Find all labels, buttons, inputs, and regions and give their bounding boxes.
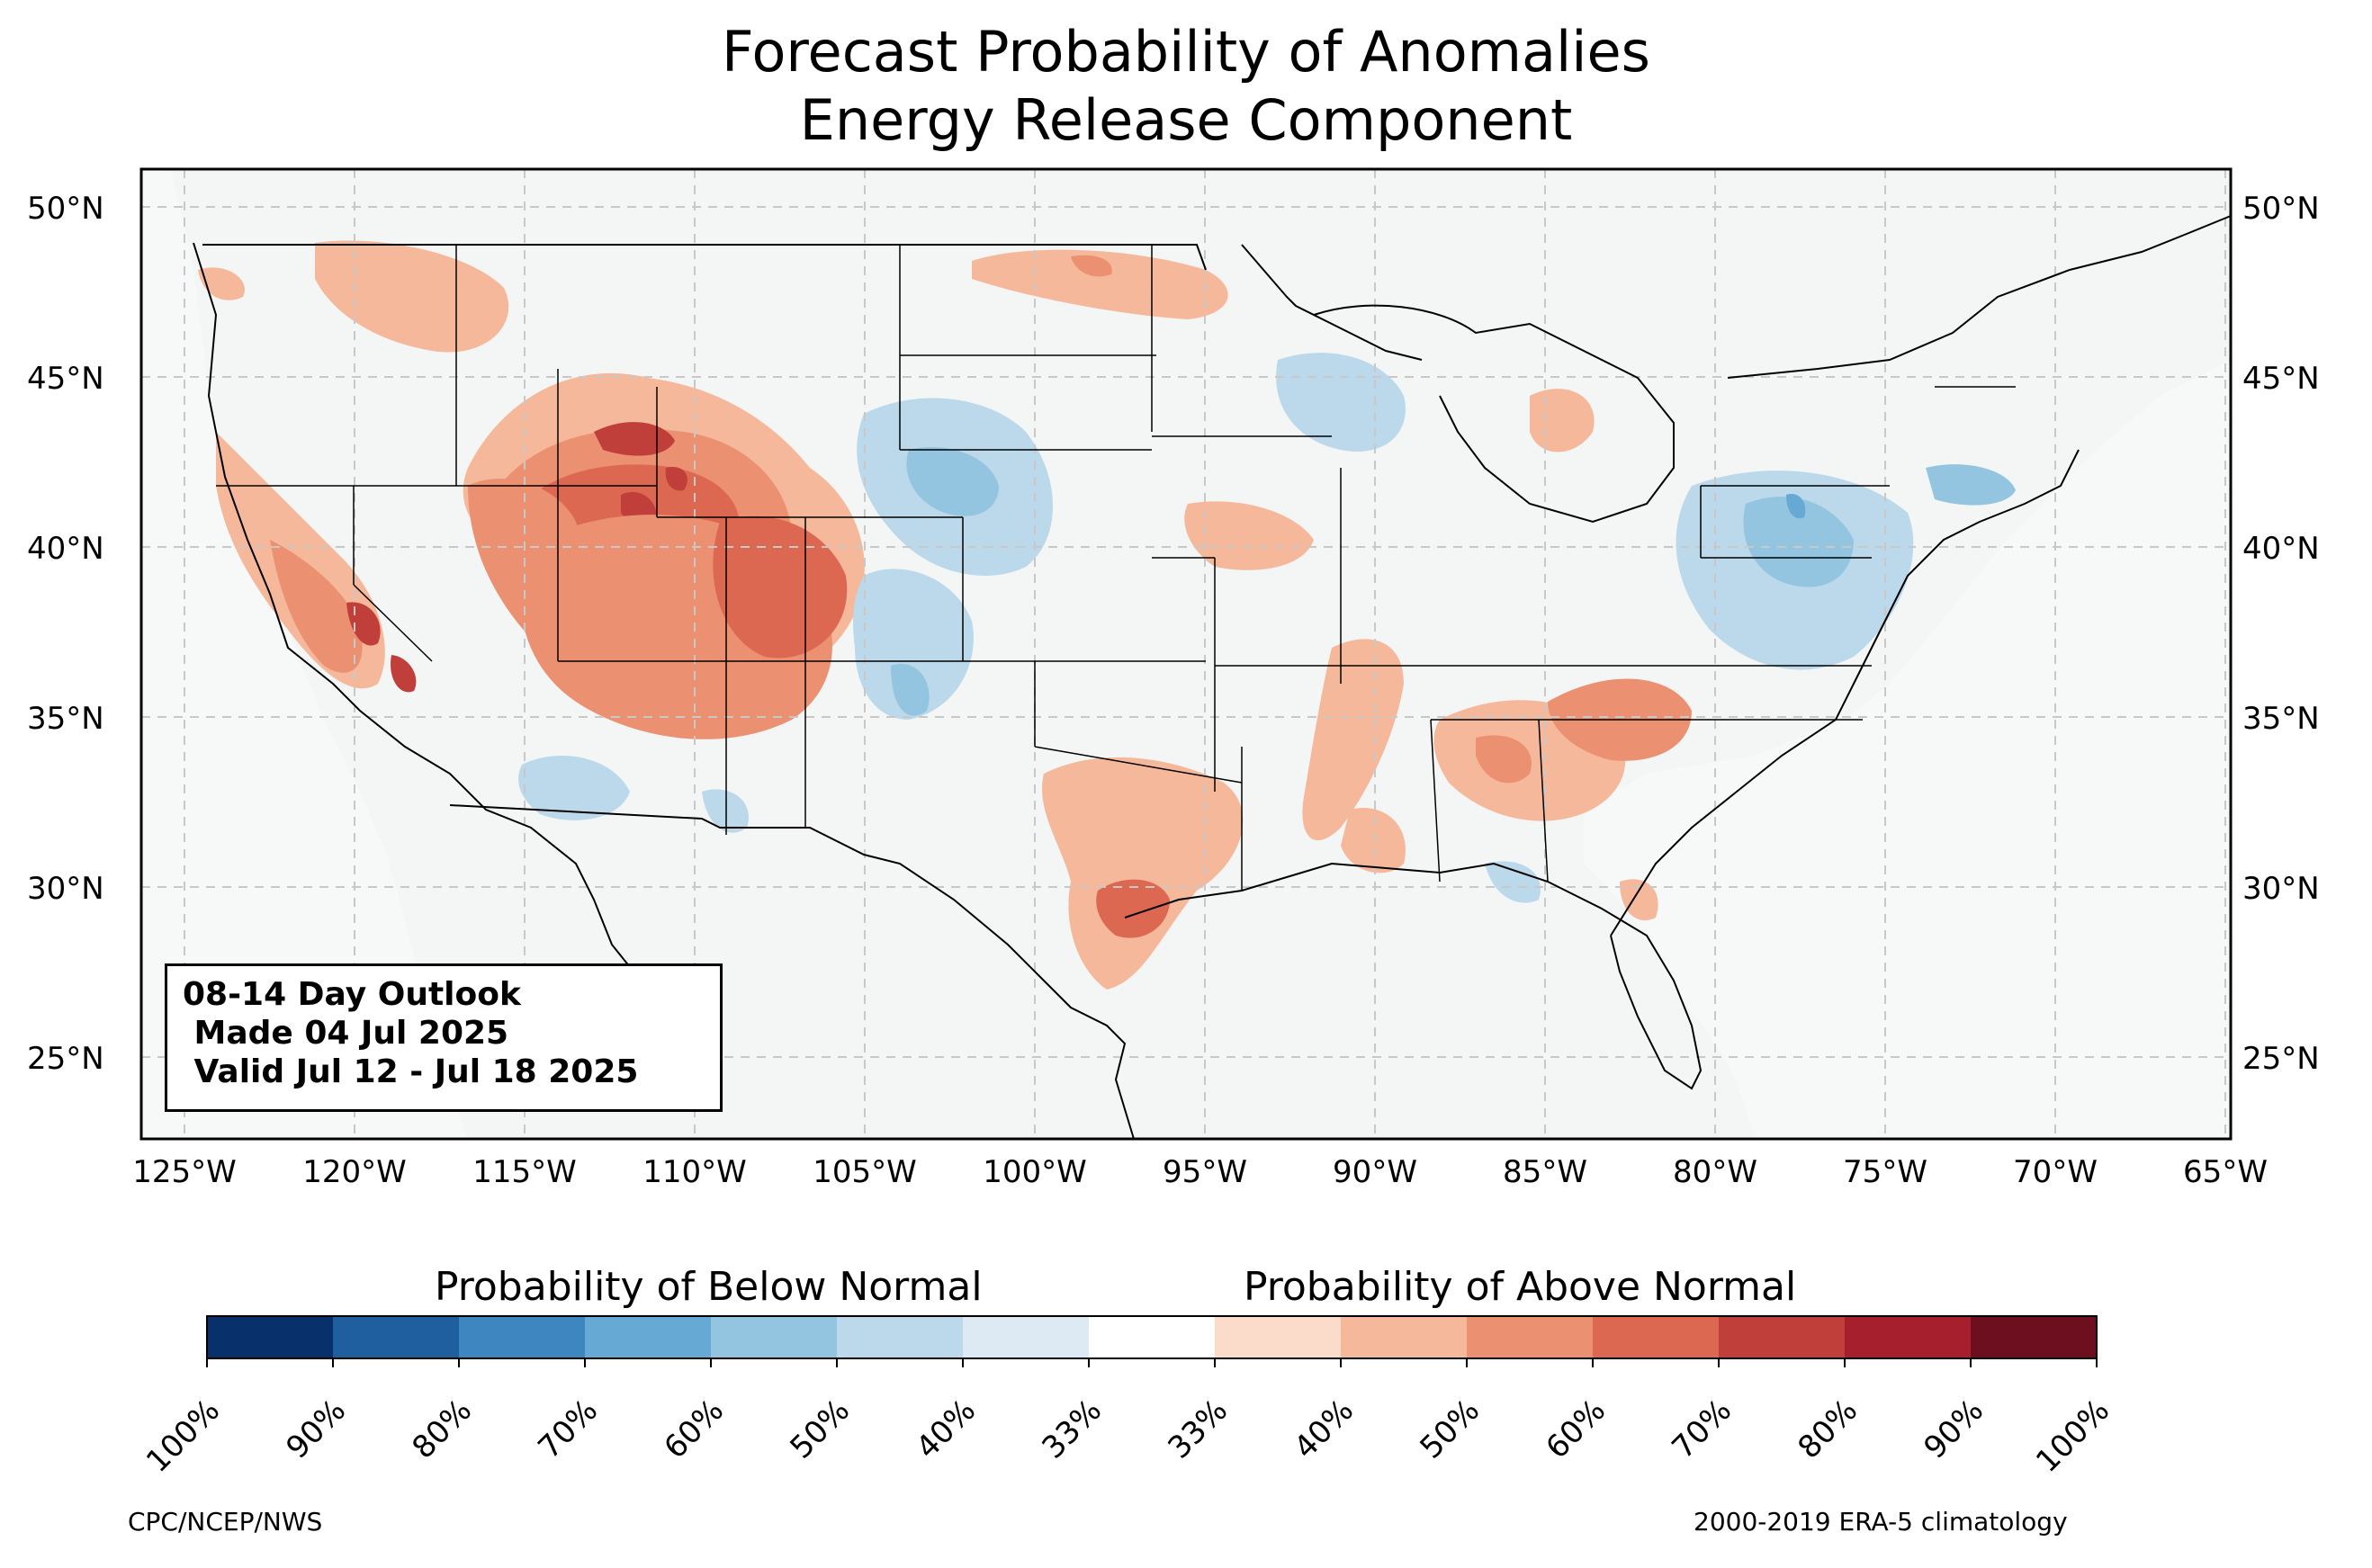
colorbar-swatch (1089, 1316, 1216, 1358)
lon-label-65w: 65°W (2183, 1154, 2268, 1190)
colorbar-frame (206, 1315, 2098, 1359)
lat-label-40n-left: 40°N (27, 531, 104, 567)
above-normal-areas (198, 240, 1692, 990)
lat-label-35n-right: 35°N (2242, 701, 2320, 737)
lat-label-30n-left: 30°N (27, 871, 104, 907)
coastlines-and-borders (193, 215, 2232, 1140)
lon-label-105w: 105°W (813, 1154, 917, 1190)
lon-label-80w: 80°W (1673, 1154, 1757, 1190)
lat-label-45n-left: 45°N (27, 361, 104, 397)
lon-label-110w: 110°W (642, 1154, 747, 1190)
lat-label-35n-left: 35°N (27, 701, 104, 737)
colorbar-above-label: Probability of Above Normal (1244, 1264, 1797, 1310)
colorbar-swatch (207, 1316, 334, 1358)
outlook-info-box: 08-14 Day Outlook Made 04 Jul 2025 Valid… (165, 963, 723, 1112)
lat-label-50n-left: 50°N (27, 191, 104, 227)
lon-label-100w: 100°W (983, 1154, 1087, 1190)
below-normal-areas (518, 353, 2016, 903)
graticule (141, 169, 2231, 1139)
colorbar-swatch (1341, 1316, 1468, 1358)
map-frame (139, 167, 2233, 1141)
colorbar-swatch (1215, 1316, 1342, 1358)
map-title-line1: Forecast Probability of Anomalies (722, 19, 1650, 85)
lon-label-115w: 115°W (472, 1154, 577, 1190)
lon-label-90w: 90°W (1333, 1154, 1417, 1190)
colorbar-swatch (963, 1316, 1090, 1358)
lon-label-85w: 85°W (1503, 1154, 1587, 1190)
atlantic-ocean (1584, 169, 2231, 1139)
lon-label-95w: 95°W (1163, 1154, 1247, 1190)
outlook-period: 08-14 Day Outlook (183, 976, 521, 1013)
colorbar-swatch (459, 1316, 586, 1358)
lat-label-45n-right: 45°N (2242, 361, 2320, 397)
lon-label-75w: 75°W (1843, 1154, 1927, 1190)
lon-label-70w: 70°W (2013, 1154, 2098, 1190)
colorbar-swatch (1971, 1316, 2098, 1358)
lat-label-25n-left: 25°N (27, 1041, 104, 1077)
lat-label-40n-right: 40°N (2242, 531, 2320, 567)
colorbar-swatch (1845, 1316, 1972, 1358)
colorbar-swatch (585, 1316, 712, 1358)
lon-label-120w: 120°W (302, 1154, 407, 1190)
lat-label-30n-right: 30°N (2242, 871, 2320, 907)
colorbar-swatch (1467, 1316, 1594, 1358)
state-borders (216, 245, 2016, 891)
colorbar-swatch (1593, 1316, 1720, 1358)
colorbar-below-label: Probability of Below Normal (435, 1264, 983, 1310)
footer-source: CPC/NCEP/NWS (128, 1507, 323, 1537)
pacific-ocean (141, 169, 468, 1139)
colorbar-swatch (711, 1316, 838, 1358)
footer-climatology: 2000-2019 ERA-5 climatology (1694, 1507, 2068, 1537)
map-title-line2: Energy Release Component (799, 87, 1573, 153)
lat-label-50n-right: 50°N (2242, 191, 2320, 227)
lat-label-25n-right: 25°N (2242, 1041, 2320, 1077)
lon-label-125w: 125°W (132, 1154, 237, 1190)
colorbar-swatch (1719, 1316, 1846, 1358)
outlook-made-date: Made 04 Jul 2025 (183, 1015, 509, 1052)
outlook-valid-range: Valid Jul 12 - Jul 18 2025 (183, 1053, 639, 1090)
colorbar-swatch (333, 1316, 460, 1358)
colorbar-swatch (837, 1316, 964, 1358)
